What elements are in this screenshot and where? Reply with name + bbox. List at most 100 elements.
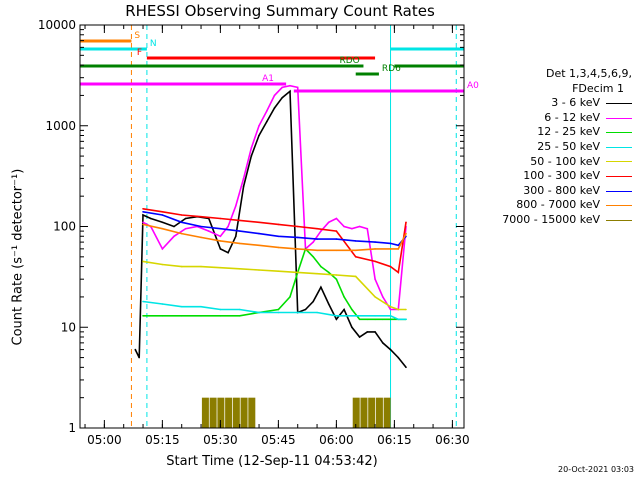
legend-label: 25 - 50 keV — [537, 139, 600, 153]
series-100-300-kev-point — [389, 265, 392, 268]
series-300-800-kev-point — [397, 244, 400, 247]
flag-label-a0: A0 — [467, 81, 479, 91]
series-800-7000-kev-point — [258, 244, 260, 247]
series-3-6-kev-point — [281, 96, 284, 99]
legend-entry: 25 - 50 keV — [472, 140, 632, 155]
series-800-7000-kev-point — [389, 248, 392, 250]
series-50-100-kev-point — [397, 308, 400, 311]
series-6-12-kev-point — [281, 86, 284, 89]
series-6-12-kev-point — [273, 94, 276, 97]
legend-swatch — [606, 190, 632, 192]
series-12-25-kev-point — [389, 318, 392, 321]
series-50-100-kev-point — [238, 268, 241, 270]
series-6-12-kev-point — [343, 225, 345, 228]
legend-swatch — [606, 117, 632, 119]
legend: Det 1,3,4,5,6,9, FDecim 1 3 - 6 keV 6 - 1… — [472, 67, 632, 228]
series-25-50-kev-point — [142, 300, 144, 303]
series-300-800-kev-point — [296, 236, 299, 239]
series-25-50-kev-point — [389, 315, 392, 317]
series-12-25-kev-point — [289, 296, 291, 298]
series-50-100-kev-point — [316, 272, 318, 275]
series-25-50-kev-point — [238, 308, 241, 311]
series-300-800-kev-point — [277, 235, 280, 238]
series-50-100-kev-point — [219, 266, 222, 269]
series-25-50-kev-point — [277, 311, 280, 314]
legend-label: 3 - 6 keV — [551, 96, 600, 110]
series-25-50-kev — [142, 300, 406, 321]
legend-entry: 800 - 7000 keV — [472, 198, 632, 213]
series-12-25-kev-point — [180, 315, 183, 317]
series-6-12-kev-point — [258, 125, 260, 127]
series-300-800-kev — [142, 211, 407, 247]
series-100-300-kev-point — [142, 208, 144, 210]
series-12-25-kev-point — [320, 265, 322, 268]
series-50-100-kev-point — [258, 269, 260, 271]
flag-label-a1: A1 — [262, 74, 274, 84]
series-7000-15000-kev-bar — [217, 397, 225, 428]
series-50-100-kev-point — [296, 271, 299, 274]
x-tick-label: 05:15 — [145, 433, 180, 447]
series-7000-15000-kev-bar — [240, 397, 248, 428]
series-100-300-kev-point — [354, 255, 357, 258]
series-6-12-kev-point — [366, 227, 369, 230]
series-50-100-kev-point — [277, 270, 280, 273]
series-100-300-kev-point — [316, 227, 318, 230]
x-tick-label: 06:15 — [377, 433, 412, 447]
legend-label: 50 - 100 keV — [530, 154, 600, 168]
series-12-25-kev-point — [219, 315, 222, 317]
series-3-6-kev-point — [273, 107, 276, 109]
series-100-300-kev-point — [405, 221, 407, 224]
series-3-6-kev-point — [343, 308, 345, 311]
series-100-300-kev-point — [335, 230, 338, 232]
series-3-6-kev-point — [235, 235, 237, 238]
series-3-6-kev-point — [138, 356, 140, 359]
series-800-7000-kev-point — [316, 249, 318, 252]
series-300-800-kev-point — [316, 238, 318, 240]
series-3-6-kev-point — [184, 217, 187, 220]
series-6-12-kev-point — [358, 225, 361, 228]
series-12-25-kev-point — [343, 296, 345, 298]
series-800-7000-kev-point — [180, 232, 183, 235]
series-100-300-kev-point — [296, 225, 299, 228]
y-tick-label: 100 — [53, 220, 76, 234]
series-7000-15000-kev-bar — [209, 397, 217, 428]
series-3-6-kev-point — [173, 225, 175, 228]
series-100-300-kev-point — [374, 260, 376, 263]
series-50-100-kev-point — [200, 265, 202, 268]
legend-entry: 100 - 300 keV — [472, 169, 632, 184]
series-12-25-kev-point — [366, 318, 369, 321]
legend-label: 6 - 12 keV — [544, 110, 600, 124]
series-6-12-kev-point — [320, 230, 322, 232]
series-25-50-kev-point — [316, 311, 318, 314]
series-7000-15000-kev-bar — [375, 397, 383, 428]
legend-subheader: FDecim 1 — [572, 81, 624, 95]
legend-entry: 50 - 100 keV — [472, 155, 632, 170]
series-800-7000-kev-point — [397, 248, 400, 250]
series-3-6-kev-point — [227, 251, 229, 254]
series-100-300-kev-point — [258, 221, 260, 224]
y-tick-label: 1 — [68, 421, 76, 435]
series-6-12-kev-point — [351, 227, 353, 230]
x-tick-label: 05:00 — [87, 433, 122, 447]
series-300-800-kev-point — [374, 241, 376, 243]
series-12-25-kev-point — [335, 278, 338, 281]
series-25-50-kev-point — [180, 305, 183, 308]
series-50-100-kev-point — [161, 263, 164, 266]
legend-swatch — [606, 161, 632, 163]
series-6-12-kev-point — [374, 278, 376, 281]
series-50-100-kev-point — [180, 265, 183, 268]
series-7000-15000-kev-bar — [352, 397, 360, 428]
series-100-300-kev-point — [397, 271, 400, 274]
series-3-6-kev-point — [242, 185, 245, 188]
series-25-50-kev-point — [219, 308, 222, 311]
series-800-7000-kev — [142, 223, 407, 252]
series-50-100-kev-point — [374, 296, 376, 298]
series-25-50-kev-point — [335, 315, 338, 317]
flag-label-n: N — [150, 39, 157, 49]
series-6-12-kev-point — [266, 110, 268, 112]
series-50-100-kev-point — [142, 260, 144, 263]
x-tick-label: 06:30 — [435, 433, 470, 447]
series-3-6-kev-point — [134, 348, 137, 351]
series-6-12-kev-point — [227, 225, 229, 228]
